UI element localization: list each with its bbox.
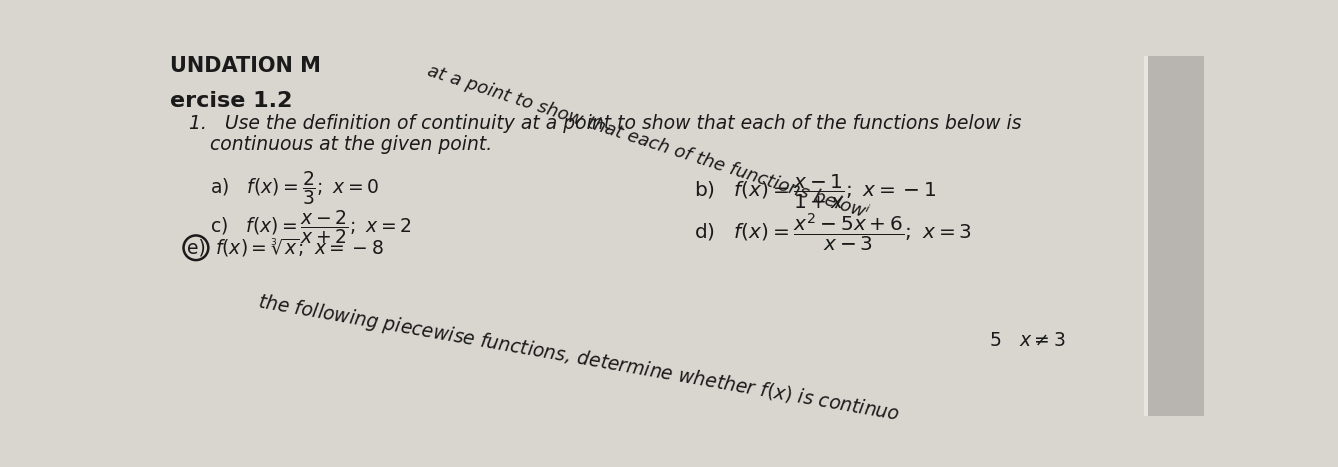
Text: b)   $f(x) = \dfrac{x-1}{1+x};\ x = -1$: b) $f(x) = \dfrac{x-1}{1+x};\ x = -1$	[694, 173, 937, 212]
Text: $5 \quad x \neq 3$: $5 \quad x \neq 3$	[989, 331, 1065, 350]
Bar	[1148, 56, 1204, 416]
Text: continuous at the given point.: continuous at the given point.	[210, 134, 492, 154]
Text: 1.   Use the definition of continuity at a point to show that each of the functi: 1. Use the definition of continuity at a…	[189, 114, 1021, 133]
Text: UNDATION M: UNDATION M	[170, 56, 321, 76]
Bar	[1144, 56, 1148, 416]
Text: c)   $f(x) = \dfrac{x-2}{x+2};\ x = 2$: c) $f(x) = \dfrac{x-2}{x+2};\ x = 2$	[210, 208, 411, 246]
Text: $f(x) = \sqrt[3]{x};\ x = -8$: $f(x) = \sqrt[3]{x};\ x = -8$	[215, 237, 384, 259]
Text: the following piecewise functions, determine whether $f(x)$ is continuo: the following piecewise functions, deter…	[257, 290, 902, 426]
Text: a)   $f(x) = \dfrac{2}{3};\ x = 0$: a) $f(x) = \dfrac{2}{3};\ x = 0$	[210, 169, 379, 207]
Text: at a point to show that each of the functions belowⁱ: at a point to show that each of the func…	[425, 62, 871, 221]
Text: e): e)	[186, 238, 205, 257]
Text: ercise 1.2: ercise 1.2	[170, 91, 293, 111]
Text: d)   $f(x) = \dfrac{x^2-5x+6}{x-3};\ x = 3$: d) $f(x) = \dfrac{x^2-5x+6}{x-3};\ x = 3…	[694, 212, 973, 254]
